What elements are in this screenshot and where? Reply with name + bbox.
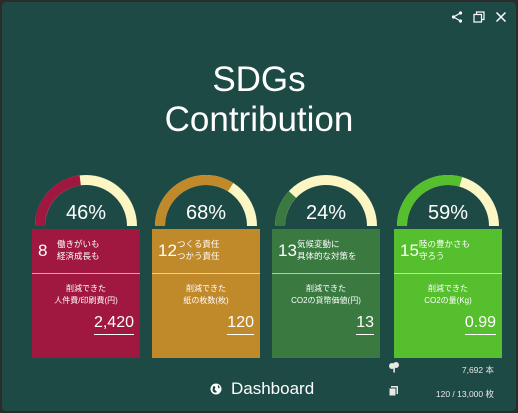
goal-name: つくる責任 つかう責任 (177, 238, 257, 262)
sdg-card[interactable]: 24% 13 気候変動に 具体的な対策を 削減できた CO2の貨幣価値(円) 1… (272, 172, 380, 358)
goal-number: 13 (278, 241, 297, 260)
goal-name-line-2: 具体的な対策を (297, 251, 357, 261)
divider (152, 273, 260, 274)
stat-trees: 7,692 本 (414, 364, 494, 376)
progress-gauge (397, 175, 499, 227)
card-body: 13 気候変動に 具体的な対策を 削減できた CO2の貨幣価値(円) 13 (272, 229, 380, 358)
sdg-card[interactable]: 59% 15 陸の豊かさも 守ろう 削減できた CO2の量(Kg) 0.99 (394, 172, 502, 358)
card-body: 15 陸の豊かさも 守ろう 削減できた CO2の量(Kg) 0.99 (394, 229, 502, 358)
tree-icon (388, 360, 400, 378)
goal-name: 気候変動に 具体的な対策を (297, 238, 377, 262)
card-body: 8 働きがいも 経済成長も 削減できた 人件費/印刷費(円) 2,420 (32, 229, 140, 358)
close-icon[interactable] (494, 10, 508, 24)
goal-name-line-2: つかう責任 (177, 251, 220, 261)
goal-name: 働きがいも 経済成長も (57, 238, 137, 262)
goal-name-line-1: つくる責任 (177, 239, 220, 249)
gauge-percent: 24% (305, 202, 347, 224)
goal-name-line-1: 陸の豊かさも (419, 239, 471, 249)
metric-line-2: CO2の貨幣価値(円) (291, 296, 361, 305)
metric-label: 削減できた 人件費/印刷費(円) (32, 283, 140, 307)
metric-value: 13 (356, 314, 374, 335)
window-controls (450, 10, 508, 24)
trees-value: 7,692 本 (461, 365, 494, 375)
metric-line-1: 削減できた (306, 284, 346, 293)
metric-value: 120 (227, 314, 254, 335)
goal-number: 8 (38, 241, 48, 260)
goal-name-line-1: 気候変動に (297, 239, 340, 249)
title-line-1: SDGs (212, 60, 306, 99)
metric-value: 0.99 (464, 314, 496, 335)
gauge-percent: 59% (427, 202, 469, 224)
progress-gauge (155, 175, 257, 227)
divider (32, 273, 140, 274)
goal-name: 陸の豊かさも 守ろう (419, 238, 499, 262)
metric-value: 2,420 (93, 314, 134, 335)
sdg-card[interactable]: 46% 8 働きがいも 経済成長も 削減できた 人件費/印刷費(円) 2,420 (32, 172, 140, 358)
paper-stack-icon (388, 384, 400, 402)
divider (272, 273, 380, 274)
goal-name-line-1: 働きがいも (57, 239, 100, 249)
metric-line-1: 削減できた (428, 284, 468, 293)
goal-name-line-2: 経済成長も (57, 251, 100, 261)
gauge-fill (155, 175, 234, 227)
divider (394, 273, 502, 274)
sheets-value: 120 / 13,000 枚 (435, 389, 494, 399)
goal-number: 12 (158, 241, 177, 260)
progress-gauge (35, 175, 137, 227)
dashboard-link[interactable]: Dashboard (210, 379, 314, 399)
progress-gauge (275, 175, 377, 227)
popout-icon[interactable] (472, 10, 486, 24)
metric-label: 削減できた 紙の枚数(枚) (152, 283, 260, 307)
gauge-fill (35, 175, 82, 227)
share-icon[interactable] (450, 10, 464, 24)
metric-label: 削減できた CO2の貨幣価値(円) (272, 283, 380, 307)
metric-line-2: 紙の枚数(枚) (183, 296, 229, 305)
usage-stats: 7,692 本 120 / 13,000 枚 (414, 364, 494, 400)
metric-line-1: 削減できた (186, 284, 226, 293)
gauge-percent: 68% (185, 202, 227, 224)
sdg-card[interactable]: 68% 12 つくる責任 つかう責任 削減できた 紙の枚数(枚) 120 (152, 172, 260, 358)
globe-icon (210, 383, 222, 395)
metric-line-1: 削減できた (66, 284, 106, 293)
goal-name-line-2: 守ろう (419, 251, 445, 261)
gauge-percent: 46% (65, 202, 107, 224)
metric-label: 削減できた CO2の量(Kg) (394, 283, 502, 307)
metric-line-2: CO2の量(Kg) (424, 296, 472, 305)
stat-sheets: 120 / 13,000 枚 (414, 388, 494, 400)
title-line-2: Contribution (164, 100, 354, 139)
metric-line-2: 人件費/印刷費(円) (54, 296, 118, 305)
card-body: 12 つくる責任 つかう責任 削減できた 紙の枚数(枚) 120 (152, 229, 260, 358)
gauge-fill (397, 175, 463, 227)
page-title: SDGs Contribution (2, 60, 516, 140)
dashboard-label: Dashboard (231, 379, 315, 398)
gauge-fill (275, 191, 297, 227)
goal-number: 15 (400, 241, 419, 260)
